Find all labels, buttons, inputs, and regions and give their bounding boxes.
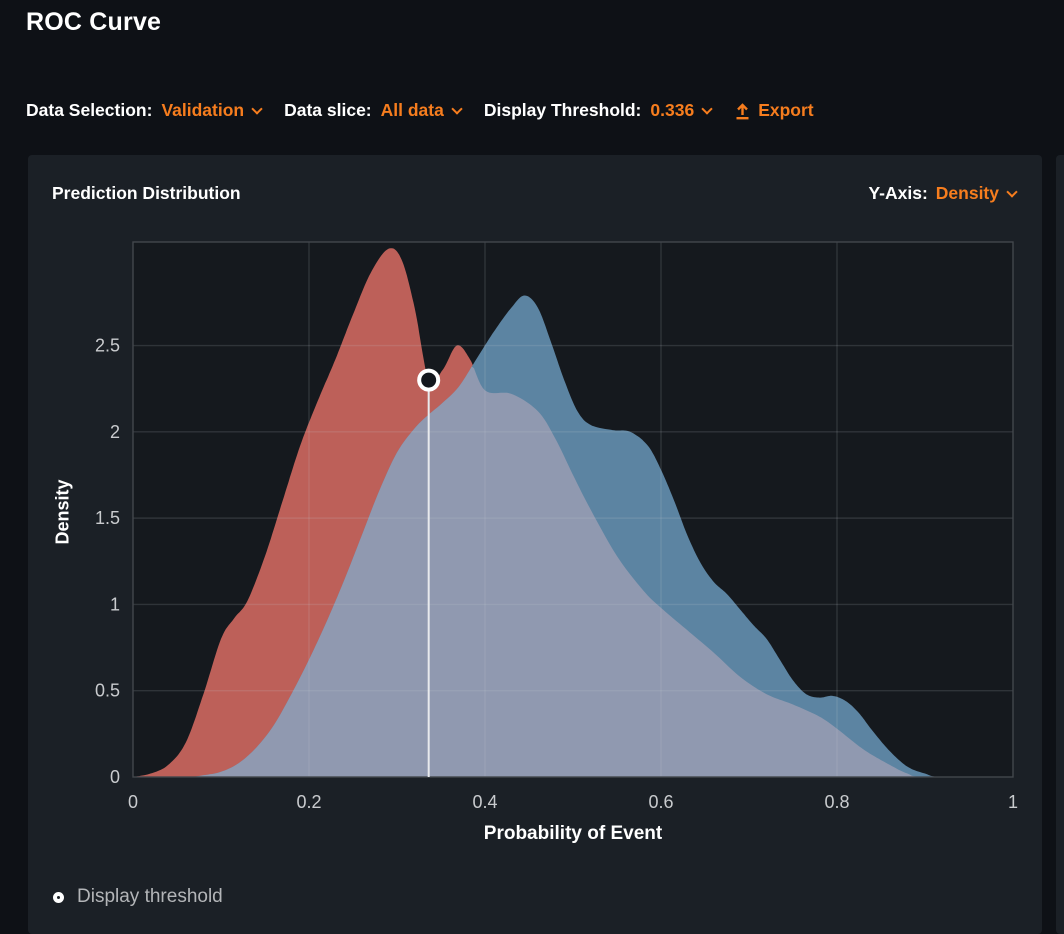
- prediction-distribution-chart[interactable]: 0 0.2 0.4 0.6 0.8 1 0 0.5 1 1.5 2 2.5: [28, 155, 1042, 934]
- x-tick-label: 0: [128, 792, 138, 812]
- data-selection-dropdown[interactable]: Validation: [161, 100, 263, 121]
- display-threshold-control: Display Threshold: 0.336: [483, 100, 713, 121]
- panel-title: Prediction Distribution: [52, 183, 241, 203]
- data-slice-value[interactable]: All data: [380, 100, 444, 120]
- data-slice-label: Data slice:: [284, 100, 372, 120]
- x-axis-title: Probability of Event: [483, 823, 663, 844]
- display-threshold-value[interactable]: 0.336: [650, 100, 695, 120]
- export-icon: [736, 102, 749, 119]
- y-tick-label: 0: [110, 767, 120, 787]
- display-threshold-label: Display Threshold:: [483, 100, 642, 120]
- y-tick-label: 2: [110, 422, 120, 442]
- export-button[interactable]: Export: [734, 100, 814, 121]
- y-axis-title: Density: [52, 479, 73, 545]
- data-selection-control: Data Selection: Validation: [26, 100, 263, 121]
- display-threshold-dropdown[interactable]: 0.336: [650, 100, 713, 121]
- chevron-down-icon: [451, 102, 463, 115]
- y-axis-dropdown[interactable]: Density: [935, 183, 1018, 204]
- legend: Display threshold: [53, 886, 223, 908]
- y-tick-label: 1.5: [95, 508, 120, 528]
- y-axis-control: Y-Axis: Density: [868, 183, 1018, 204]
- x-tick-label: 1: [1008, 792, 1018, 812]
- threshold-marker[interactable]: [417, 368, 441, 392]
- y-tick-label: 1: [110, 594, 120, 614]
- chevron-down-icon: [251, 102, 263, 115]
- x-tick-label: 0.6: [648, 792, 673, 812]
- x-tick-label: 0.8: [824, 792, 849, 812]
- threshold-legend-label: Display threshold: [77, 886, 223, 907]
- data-selection-label: Data Selection:: [26, 100, 153, 120]
- controls-bar: Data Selection: Validation Data slice: A…: [26, 100, 814, 121]
- prediction-distribution-panel: Prediction Distribution Y-Axis: Density …: [28, 155, 1042, 934]
- y-axis-dropdown-value[interactable]: Density: [935, 183, 999, 203]
- y-tick-label: 0.5: [95, 681, 120, 701]
- data-slice-dropdown[interactable]: All data: [380, 100, 463, 121]
- page-title: ROC Curve: [26, 8, 162, 36]
- panel-header: Prediction Distribution Y-Axis: Density: [52, 183, 1018, 204]
- data-selection-value[interactable]: Validation: [161, 100, 245, 120]
- x-tick-label: 0.4: [472, 792, 497, 812]
- export-label[interactable]: Export: [758, 100, 814, 120]
- chevron-down-icon: [701, 102, 713, 115]
- x-tick-label: 0.2: [296, 792, 321, 812]
- plot-frame: [132, 241, 1014, 778]
- overlap-area: [133, 366, 1013, 777]
- data-slice-control: Data slice: All data: [284, 100, 463, 121]
- adjacent-panel-edge: [1056, 155, 1064, 934]
- y-tick-label: 2.5: [95, 336, 120, 356]
- threshold-legend-icon: [53, 891, 64, 903]
- y-axis-control-label: Y-Axis:: [868, 183, 928, 203]
